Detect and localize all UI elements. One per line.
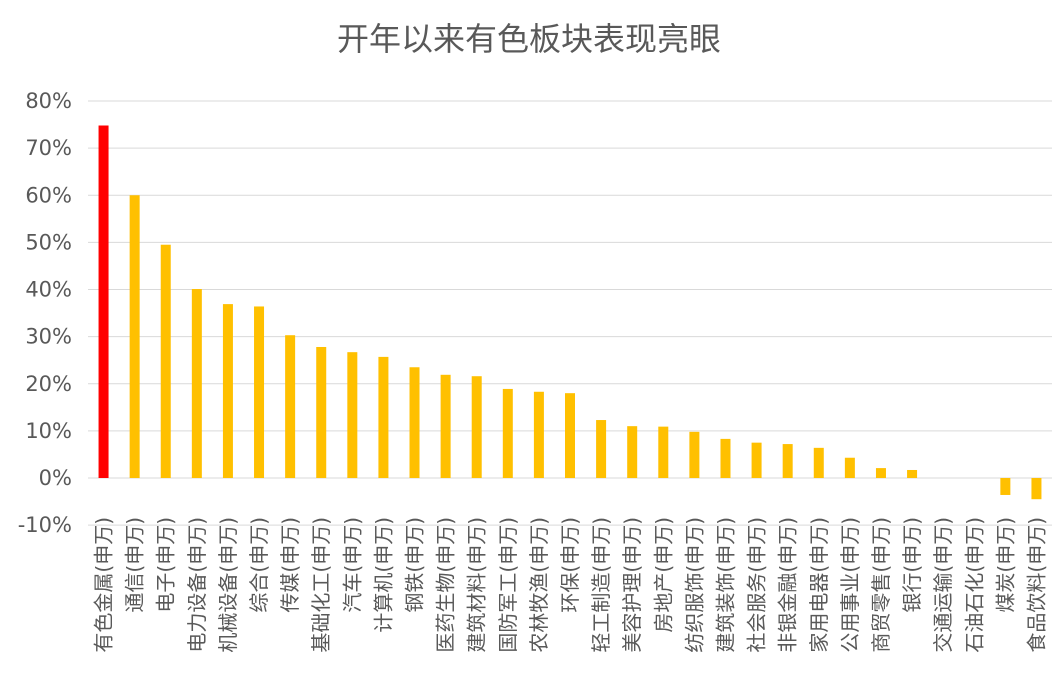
x-tick-label: 建筑装饰(申万) <box>713 517 737 653</box>
bar <box>813 447 824 478</box>
y-tick-label: 30% <box>25 325 72 349</box>
x-tick-label: 煤炭(申万) <box>993 517 1017 613</box>
y-tick-label: 40% <box>25 278 72 302</box>
x-tick-label: 家用电器(申万) <box>807 517 831 653</box>
x-tick-label: 医药生物(申万) <box>434 517 458 653</box>
bar <box>254 306 265 478</box>
bar <box>782 444 793 478</box>
x-tick-label: 食品饮料(申万) <box>1024 517 1048 653</box>
x-tick-label: 计算机(申万) <box>371 517 395 633</box>
x-tick-label: 钢铁(申万) <box>403 517 427 613</box>
y-tick-label: 10% <box>25 419 72 443</box>
x-tick-label: 综合(申万) <box>247 517 271 613</box>
x-tick-label: 商贸零售(申万) <box>869 517 893 653</box>
x-tick-label: 电力设备(申万) <box>185 517 209 653</box>
x-tick-label: 电子(申万) <box>154 517 178 613</box>
bar <box>160 244 171 478</box>
x-tick-label: 轻工制造(申万) <box>589 517 613 653</box>
x-tick-label: 房地产(申万) <box>651 517 675 633</box>
y-axis-ticks: -10% 0% 10% 20% 30% 40% 50% 60% 70% 80% <box>18 89 72 537</box>
y-tick-label: 80% <box>25 89 72 113</box>
x-tick-label: 公用事业(申万) <box>838 517 862 653</box>
x-tick-label: 社会服务(申万) <box>745 517 769 653</box>
bar <box>471 376 482 478</box>
bar <box>285 335 296 478</box>
bar <box>627 426 638 478</box>
y-tick-label: 20% <box>25 372 72 396</box>
bar <box>907 469 918 478</box>
x-tick-label: 银行(申万) <box>900 517 924 613</box>
bar <box>1000 478 1011 495</box>
x-tick-label: 纺织服饰(申万) <box>682 517 706 653</box>
bar <box>222 304 233 478</box>
x-tick-label: 有色金属(申万) <box>92 517 116 653</box>
x-tick-label: 农林牧渔(申万) <box>527 517 551 653</box>
x-tick-label: 基础化工(申万) <box>309 517 333 653</box>
bar <box>440 374 451 478</box>
x-tick-label: 汽车(申万) <box>340 517 364 613</box>
bar <box>409 367 420 478</box>
x-tick-label: 美容护理(申万) <box>620 517 644 653</box>
bar <box>565 393 575 478</box>
bar <box>502 388 513 478</box>
x-tick-label: 建筑材料(申万) <box>465 517 489 653</box>
bar <box>751 442 762 478</box>
chart-title: 开年以来有色板块表现亮眼 <box>336 20 721 58</box>
x-tick-label: 石油石化(申万) <box>962 517 986 653</box>
bar <box>658 426 669 478</box>
x-tick-label: 机械设备(申万) <box>216 517 240 653</box>
bar <box>98 125 109 478</box>
x-tick-label: 交通运输(申万) <box>931 517 955 653</box>
bar <box>720 438 731 478</box>
x-tick-label: 传媒(申万) <box>278 517 302 613</box>
x-axis-labels: 有色金属(申万) 通信(申万) 电子(申万) 电力设备(申万) 机械设备(申万) 综合(申… <box>92 517 1049 653</box>
y-tick-label: 60% <box>25 183 72 207</box>
bar <box>689 431 700 478</box>
y-tick-label: -10% <box>18 513 72 537</box>
bar <box>533 391 544 478</box>
bar <box>596 420 607 478</box>
x-tick-label: 通信(申万) <box>123 517 147 613</box>
y-tick-label: 50% <box>25 230 72 254</box>
bar <box>129 195 140 478</box>
y-tick-label: 70% <box>25 136 72 160</box>
x-tick-label: 国防军工(申万) <box>496 517 520 653</box>
bar <box>844 457 855 478</box>
bar <box>875 468 886 478</box>
bar <box>191 289 202 478</box>
bars <box>98 125 1042 500</box>
x-tick-label: 非银金融(申万) <box>776 517 800 653</box>
x-tick-label: 环保(申万) <box>558 517 582 613</box>
bar <box>347 352 358 478</box>
bar <box>316 346 327 478</box>
bar <box>1031 478 1042 500</box>
bar <box>378 356 389 478</box>
y-tick-label: 0% <box>39 466 72 490</box>
